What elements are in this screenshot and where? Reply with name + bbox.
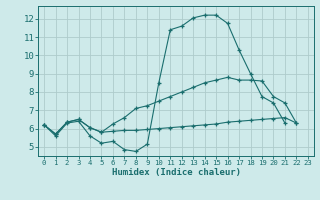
X-axis label: Humidex (Indice chaleur): Humidex (Indice chaleur) bbox=[111, 168, 241, 177]
